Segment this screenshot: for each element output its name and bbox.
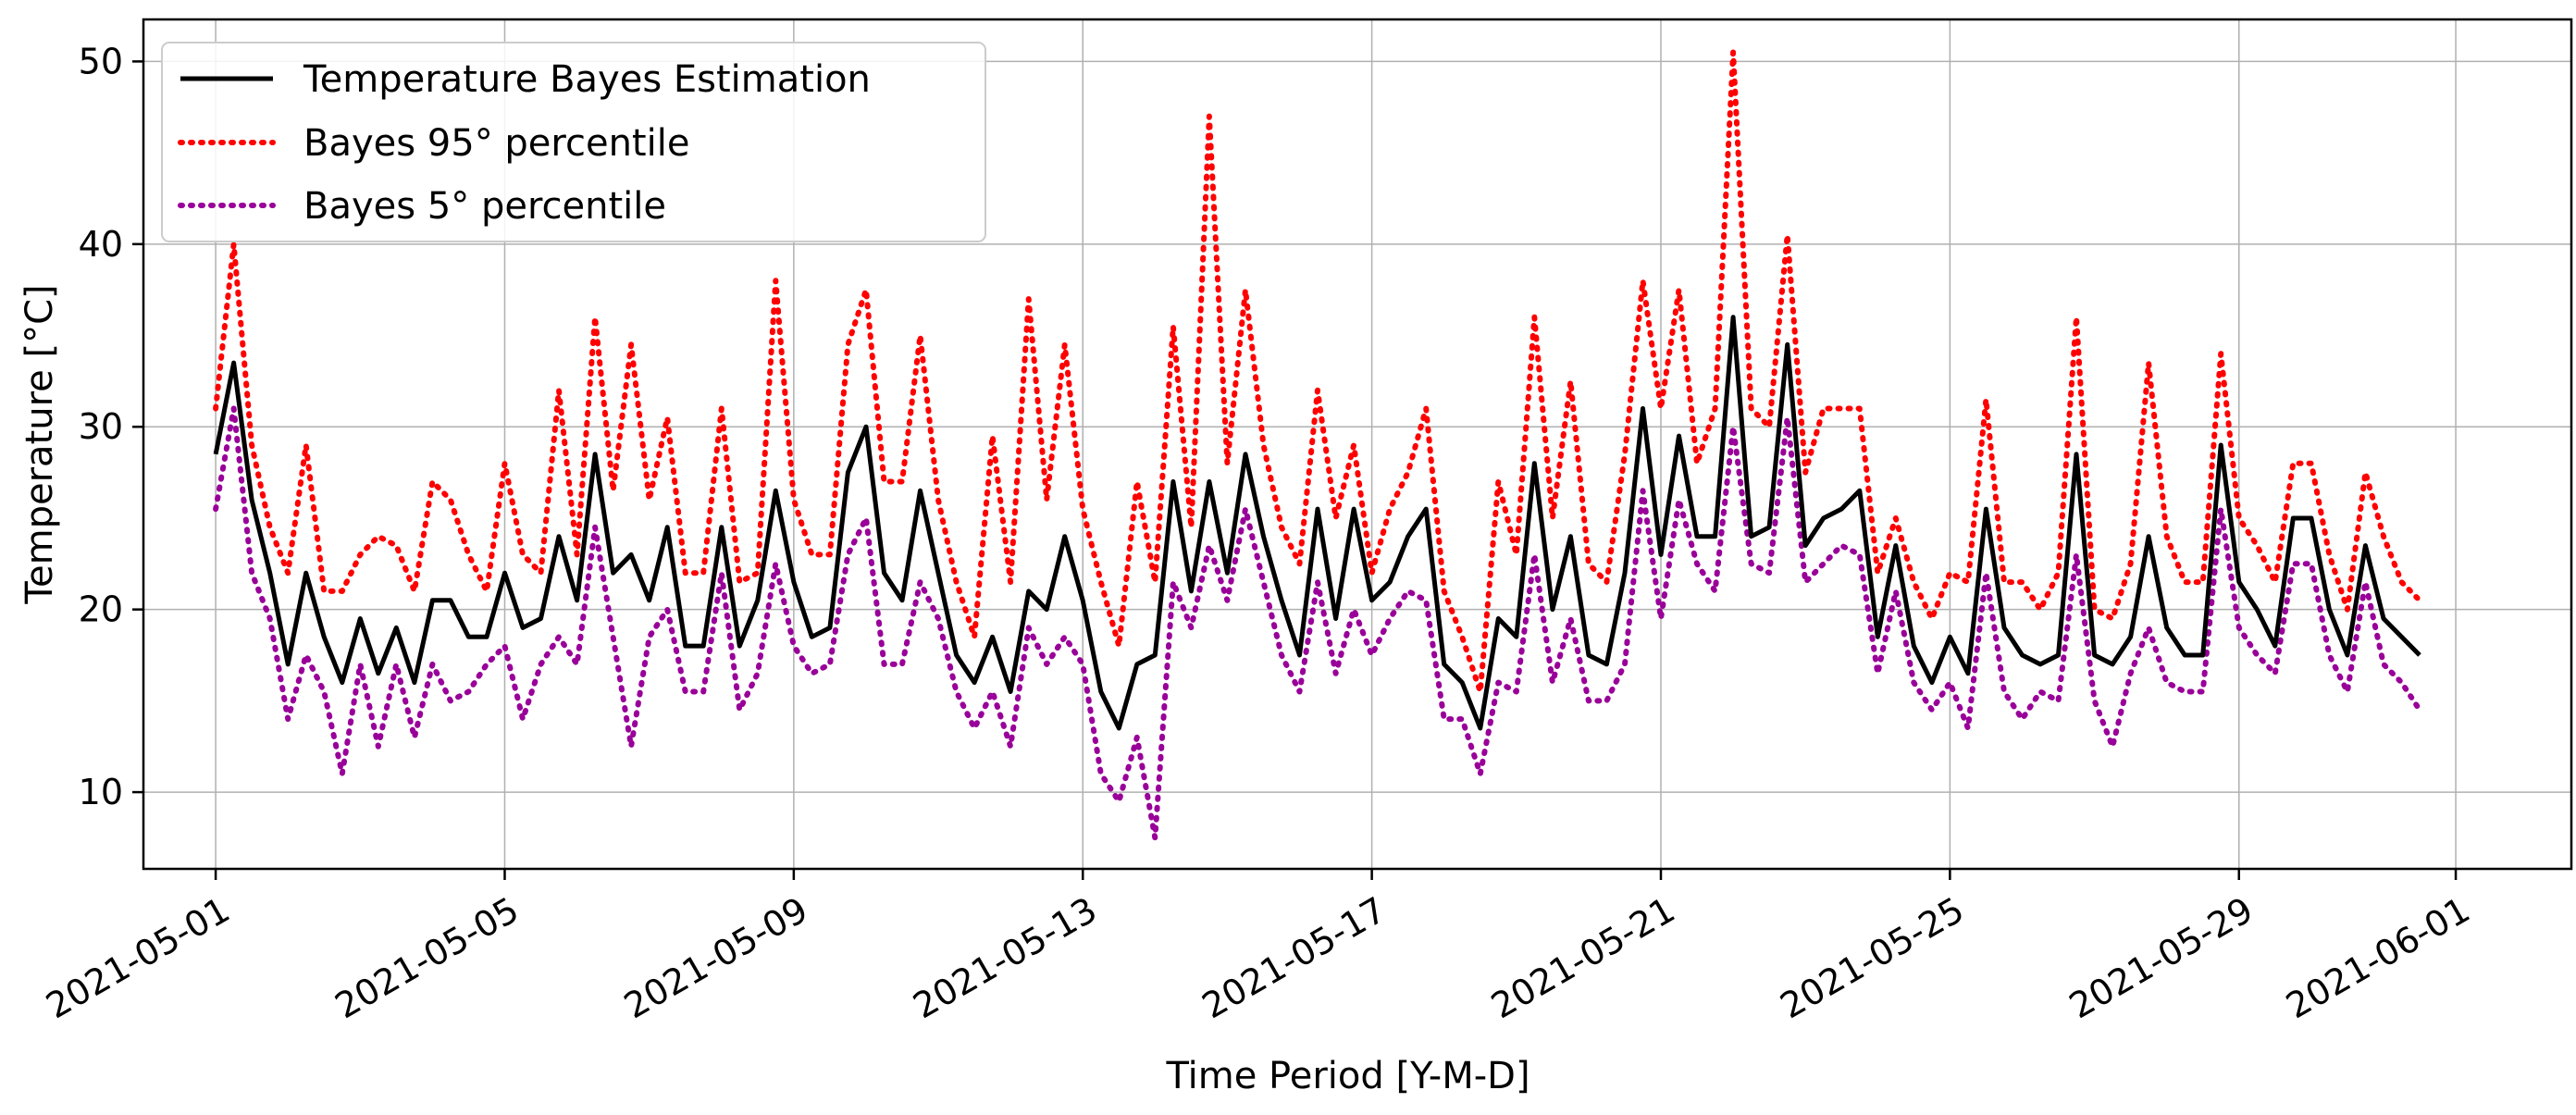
legend-box (161, 42, 986, 242)
series-5-percentile-line (213, 405, 2422, 841)
y-tick-label: 30 (79, 406, 123, 447)
legend-label-estimation: Temperature Bayes Estimation (303, 58, 871, 101)
legend: Temperature Bayes Estimation Bayes 95° p… (161, 42, 986, 242)
x-axis-label: Time Period [Y-M-D] (1165, 1055, 1530, 1097)
y-tick-label: 10 (79, 772, 123, 812)
legend-label-5-percentile: Bayes 5° percentile (303, 185, 666, 228)
y-tick-label: 40 (79, 224, 123, 265)
series-group (213, 49, 2422, 841)
series-95-percentile-line (213, 49, 2422, 695)
y-axis-label: Temperature [°C] (19, 284, 61, 604)
series-estimation-line (213, 315, 2421, 731)
legend-label-95-percentile: Bayes 95° percentile (303, 122, 689, 165)
y-tick-label: 20 (79, 589, 123, 630)
plot-frame (142, 18, 2573, 871)
y-tick-label: 50 (79, 41, 123, 81)
